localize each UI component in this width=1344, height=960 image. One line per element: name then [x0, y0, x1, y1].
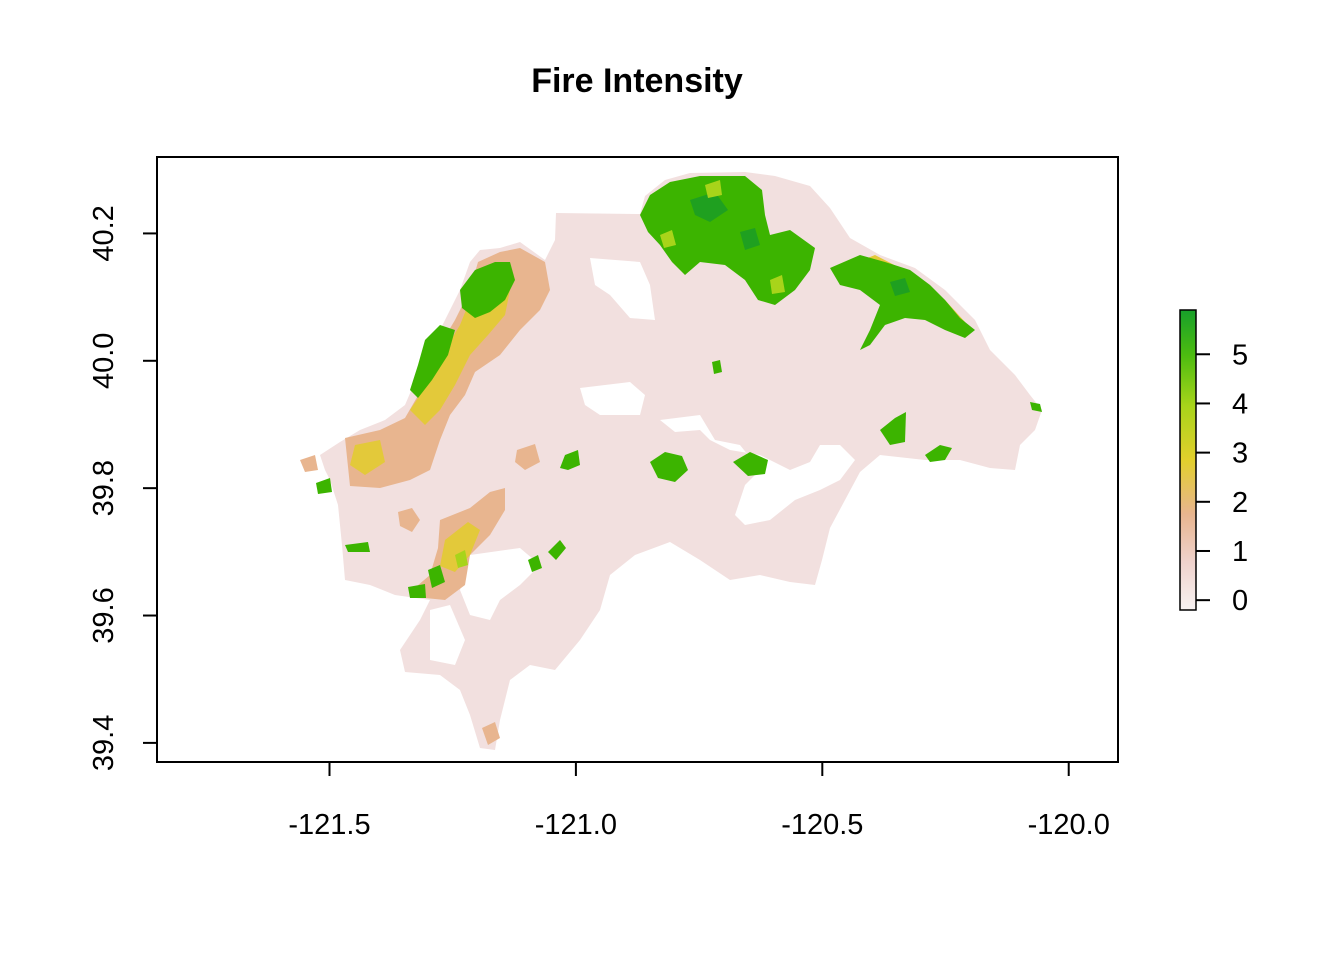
color-legend: 0 1 2 3 4 5	[1180, 310, 1248, 617]
legend-colorbar	[1180, 310, 1196, 610]
x-tick-label: -120.0	[1028, 809, 1110, 841]
legend-tick-label: 5	[1232, 339, 1248, 371]
x-tick-label: -120.5	[781, 809, 863, 841]
y-axis: 39.4 39.6 39.8 40.0 40.2	[88, 205, 157, 771]
chart-title: Fire Intensity	[531, 62, 743, 100]
raster-map	[300, 172, 1042, 750]
y-tick-label: 39.8	[88, 460, 120, 516]
y-tick-label: 39.6	[88, 587, 120, 643]
legend-tick-label: 1	[1232, 536, 1248, 568]
legend-tick-label: 4	[1232, 388, 1248, 420]
legend-ticks: 0 1 2 3 4 5	[1196, 339, 1248, 617]
y-tick-label: 40.2	[88, 205, 120, 261]
legend-tick-label: 2	[1232, 487, 1248, 519]
intensity-zone	[316, 478, 332, 494]
legend-tick-label: 0	[1232, 585, 1248, 617]
intensity-zone	[300, 455, 318, 472]
x-axis: -121.5 -121.0 -120.5 -120.0	[288, 762, 1109, 841]
y-tick-label: 39.4	[88, 715, 120, 771]
x-tick-label: -121.5	[288, 809, 370, 841]
x-tick-label: -121.0	[535, 809, 617, 841]
y-tick-label: 40.0	[88, 333, 120, 389]
legend-tick-label: 3	[1232, 438, 1248, 470]
